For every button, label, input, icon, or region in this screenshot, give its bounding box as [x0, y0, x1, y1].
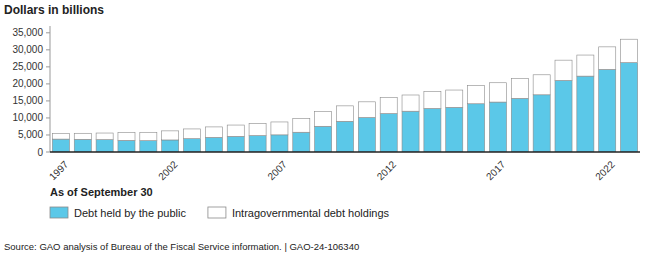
bar-segment	[555, 80, 572, 152]
bar-segment	[621, 39, 638, 62]
bar-segment	[380, 97, 397, 113]
bar-segment	[577, 55, 594, 76]
bar-segment	[533, 75, 550, 95]
y-tick-label: 0	[37, 147, 43, 158]
series	[52, 39, 637, 140]
y-tick	[46, 83, 50, 84]
x-tick-label: 2012	[375, 158, 399, 182]
bar-segment	[599, 47, 616, 70]
bar-segment	[621, 63, 638, 152]
bar-segment	[533, 95, 550, 152]
bar-segment	[599, 69, 616, 152]
bar-segment	[489, 102, 506, 152]
bar-segment	[74, 139, 91, 152]
x-axis: 1997 2002 2007 2012 2017 2022	[47, 152, 640, 182]
bar-segment	[118, 133, 135, 141]
bar-segment	[227, 125, 244, 136]
bar-segment	[118, 140, 135, 152]
x-tick-label: 2022	[593, 158, 617, 182]
bar-segment	[96, 140, 113, 152]
legend-label: Intragovernmental debt holdings	[232, 207, 390, 219]
y-tick-label: 10,000	[12, 112, 43, 123]
bar-segment	[577, 76, 594, 152]
x-axis-line	[50, 151, 640, 153]
x-tick-label: 2007	[265, 158, 289, 182]
bar-segment	[336, 121, 353, 152]
bar-segment	[162, 131, 179, 140]
bar-segment	[74, 133, 91, 139]
bar-segment	[271, 135, 288, 152]
bar-segment	[358, 118, 375, 152]
bar-segment	[52, 139, 69, 152]
bar-segment	[205, 137, 222, 152]
legend: Debt held by the public Intragovernmental…	[50, 207, 390, 219]
legend-label: Debt held by the public	[74, 207, 186, 219]
bar-segment	[293, 132, 310, 152]
y-tick	[46, 66, 50, 67]
y-tick	[46, 49, 50, 50]
bar-segment	[424, 108, 441, 152]
y-axis-line	[50, 26, 51, 152]
legend-swatch	[50, 207, 68, 218]
chart: Dollars in billions 0 5,000 10,000 15,000 20,…	[0, 0, 650, 257]
bar-segment	[184, 129, 201, 139]
legend-swatch	[208, 207, 226, 218]
y-tick	[46, 134, 50, 135]
y-tick-label: 20,000	[12, 78, 43, 89]
bar-segment	[315, 112, 332, 127]
bar-segment	[140, 132, 157, 140]
bar-segment	[96, 133, 113, 140]
bar-segment	[468, 85, 485, 103]
bar-segment	[555, 60, 572, 80]
bar-segment	[336, 106, 353, 121]
y-tick	[46, 117, 50, 118]
y-tick	[46, 100, 50, 101]
bar-segment	[402, 95, 419, 111]
title: Dollars in billions	[4, 3, 104, 17]
bar-segment	[468, 104, 485, 152]
y-tick-label: 30,000	[12, 44, 43, 55]
bar-segment	[140, 141, 157, 152]
bar-segment	[380, 114, 397, 152]
bar-segment	[446, 107, 463, 152]
bar-segment	[402, 111, 419, 152]
bar-segment	[446, 90, 463, 107]
source-note: Source: GAO analysis of Bureau of the Fi…	[4, 241, 359, 252]
bar-segment	[227, 136, 244, 152]
y-axis: 0 5,000 10,000 15,000 20,000 25,000 30,000 35,0…	[12, 26, 50, 158]
y-tick-label: 35,000	[12, 27, 43, 38]
x-axis-label: As of September 30	[50, 186, 153, 198]
series	[52, 63, 637, 152]
y-tick-label: 15,000	[12, 95, 43, 106]
y-tick-label: 5,000	[18, 129, 43, 140]
y-tick	[46, 152, 50, 153]
x-tick-label: 2017	[484, 158, 508, 182]
bar-segment	[52, 134, 69, 140]
y-tick-label: 25,000	[12, 61, 43, 72]
y-tick	[46, 32, 50, 33]
x-tick-label: 1997	[47, 158, 71, 182]
bars	[52, 39, 637, 152]
bar-segment	[293, 119, 310, 133]
bar-segment	[315, 126, 332, 152]
bar-segment	[511, 78, 528, 98]
bar-segment	[489, 83, 506, 102]
bar-segment	[162, 140, 179, 152]
bar-segment	[249, 136, 266, 152]
bar-segment	[205, 127, 222, 137]
bar-segment	[271, 122, 288, 135]
bar-segment	[511, 98, 528, 152]
x-tick-label: 2002	[156, 158, 180, 182]
bar-segment	[184, 139, 201, 152]
bar-segment	[424, 91, 441, 108]
bar-segment	[249, 123, 266, 135]
bar-segment	[358, 102, 375, 118]
